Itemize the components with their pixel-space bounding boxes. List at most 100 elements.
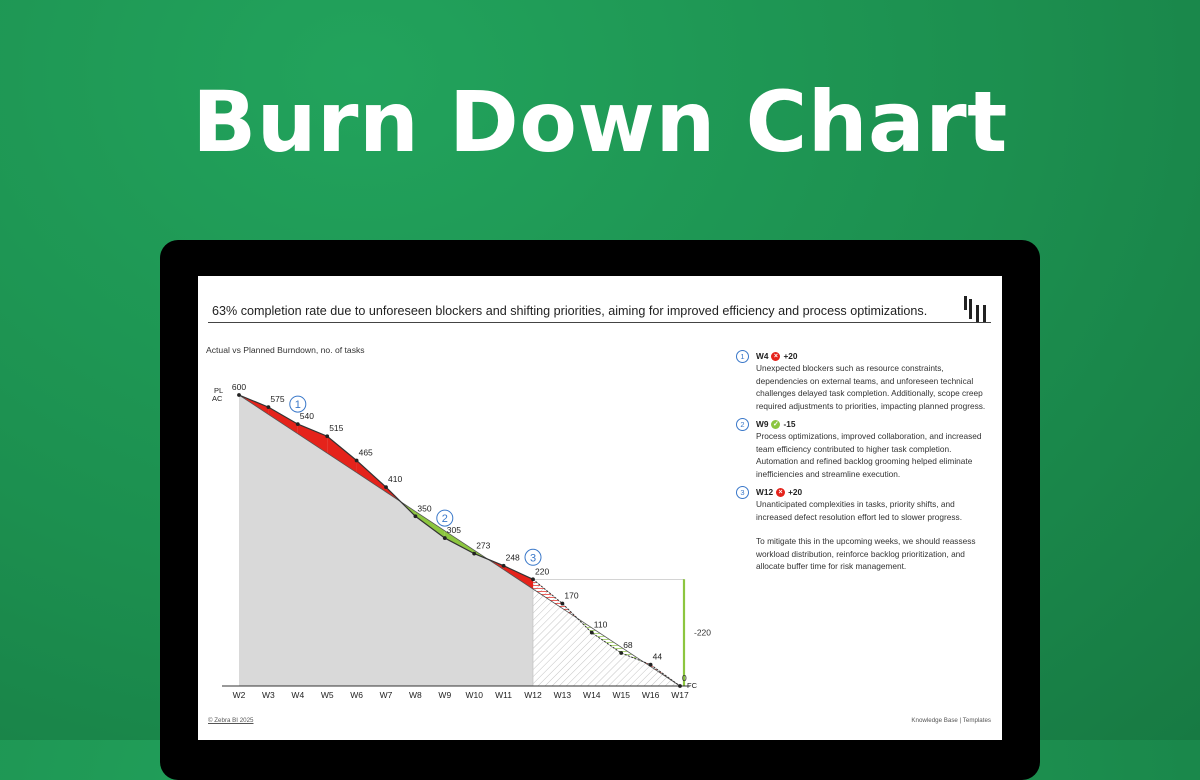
data-point: [531, 577, 535, 582]
data-label: 305: [447, 525, 461, 535]
data-point: [472, 551, 477, 556]
data-label: 600: [232, 382, 246, 392]
note-text: Unexpected blockers such as resource con…: [756, 363, 986, 411]
variance-band: [503, 565, 533, 589]
data-label: 465: [359, 447, 373, 457]
note-heading: W12 × +20: [756, 486, 991, 498]
actual-area: [239, 395, 533, 686]
data-label: 68: [623, 640, 633, 650]
note-text: Process optimizations, improved collabor…: [756, 431, 982, 479]
note-week: W12: [756, 487, 774, 498]
x-tick-label: W15: [612, 690, 630, 700]
variance-band: [591, 627, 622, 654]
series-label-fc: FC: [687, 681, 698, 690]
x-tick-label: W4: [291, 690, 304, 700]
forecast-line: [532, 578, 681, 687]
note-text: Unanticipated complexities in tasks, pri…: [756, 499, 962, 522]
data-point: [501, 563, 506, 568]
copyright-link[interactable]: © Zebra BI 2025: [208, 717, 254, 724]
data-label: 248: [506, 553, 520, 563]
commentary-panel: 1 W4 × +20 Unexpected blockers such as resou…: [736, 350, 991, 579]
annotation-number: 2: [442, 513, 448, 525]
note-2: 2 W9 ✓ -15 Process optimizations, improved c…: [736, 418, 991, 480]
x-tick-label: W14: [583, 690, 601, 700]
x-tick-label: W8: [409, 690, 422, 700]
data-point: [325, 434, 330, 439]
note-text: To mitigate this in the upcoming weeks, …: [756, 536, 976, 572]
data-point: [237, 393, 241, 397]
note-1: 1 W4 × +20 Unexpected blockers such as resou…: [736, 350, 991, 412]
data-label: 410: [388, 474, 402, 484]
data-point: [442, 536, 447, 540]
variance-band: [297, 424, 328, 454]
x-tick-label: W12: [524, 690, 542, 700]
data-label: 273: [476, 541, 490, 551]
burndown-chart: -220 600 575 540 515 465 410 350 305 273 248 220 170…: [212, 382, 711, 700]
chart-subtitle: Actual vs Planned Burndown, no. of tasks: [206, 345, 365, 355]
data-point: [384, 485, 388, 490]
note-week: W9: [756, 419, 769, 430]
negative-variance-icon: ×: [776, 487, 786, 497]
negative-variance-icon: ×: [771, 351, 781, 361]
data-point: [560, 601, 565, 606]
headline-rule: [208, 322, 991, 323]
variance-band: [327, 436, 357, 473]
x-tick-label: W13: [554, 690, 572, 700]
variance-band: [533, 579, 563, 609]
x-tick-label: W11: [495, 690, 512, 700]
annotation-number: 3: [530, 552, 536, 564]
variance-band: [415, 511, 445, 539]
report-headline: 63% completion rate due to unforeseen bl…: [212, 304, 928, 318]
data-label: 0: [682, 673, 687, 683]
annotation-marker: [289, 395, 307, 413]
x-tick-label: W16: [642, 690, 660, 700]
data-label: 110: [594, 620, 608, 630]
note-delta: +20: [783, 351, 798, 361]
annotation-marker: [436, 509, 454, 527]
x-tick-label: W17: [671, 690, 689, 700]
note-number-badge: 2: [736, 418, 749, 432]
x-tick-label: W5: [321, 690, 334, 700]
report-screen: 63% completion rate due to unforeseen bl…: [198, 276, 1002, 740]
annotation-number: 1: [295, 399, 301, 411]
data-point: [413, 514, 418, 519]
note-number-badge: 1: [736, 350, 749, 363]
data-point: [678, 684, 682, 688]
x-tick-label: W6: [350, 690, 363, 700]
zebra-logo-icon: [964, 296, 986, 322]
note-number-badge: 3: [736, 486, 749, 500]
data-label: 540: [300, 411, 314, 421]
annotation-marker: [524, 548, 542, 566]
data-label: 44: [653, 652, 663, 662]
x-tick-label: W3: [262, 690, 275, 700]
x-tick-label: W10: [465, 690, 483, 700]
series-label-pl: PL: [214, 386, 223, 395]
plan-line: [238, 394, 681, 687]
note-heading: W4 × +20: [756, 350, 991, 362]
x-tick-label: W9: [438, 690, 451, 700]
data-label: 350: [417, 503, 431, 513]
data-label: 515: [329, 423, 343, 433]
variance-label: -220: [694, 628, 711, 638]
series-label-ac: AC: [212, 394, 223, 403]
data-label: 220: [535, 566, 549, 576]
variance-band: [356, 460, 386, 492]
positive-variance-icon: ✓: [771, 419, 781, 429]
variance-band: [444, 530, 475, 554]
data-point: [295, 422, 300, 426]
data-label: 575: [270, 394, 284, 404]
note-week: W4: [756, 351, 769, 361]
note-3: 3 W12 × +20 Unanticipated complexities in ta…: [736, 486, 991, 572]
note-delta: +20: [788, 487, 803, 498]
note-delta: -15: [783, 419, 796, 430]
note-heading: W9 ✓ -15: [756, 418, 991, 430]
data-label: 170: [564, 591, 578, 601]
data-point: [354, 458, 359, 463]
data-point: [266, 405, 271, 410]
footer-nav[interactable]: Knowledge Base | Templates: [911, 717, 991, 724]
variance-band: [268, 407, 298, 434]
data-point: [648, 662, 653, 667]
x-tick-label: W2: [233, 690, 246, 700]
hero-title: Burn Down Chart: [192, 73, 1008, 171]
data-point: [619, 651, 624, 655]
